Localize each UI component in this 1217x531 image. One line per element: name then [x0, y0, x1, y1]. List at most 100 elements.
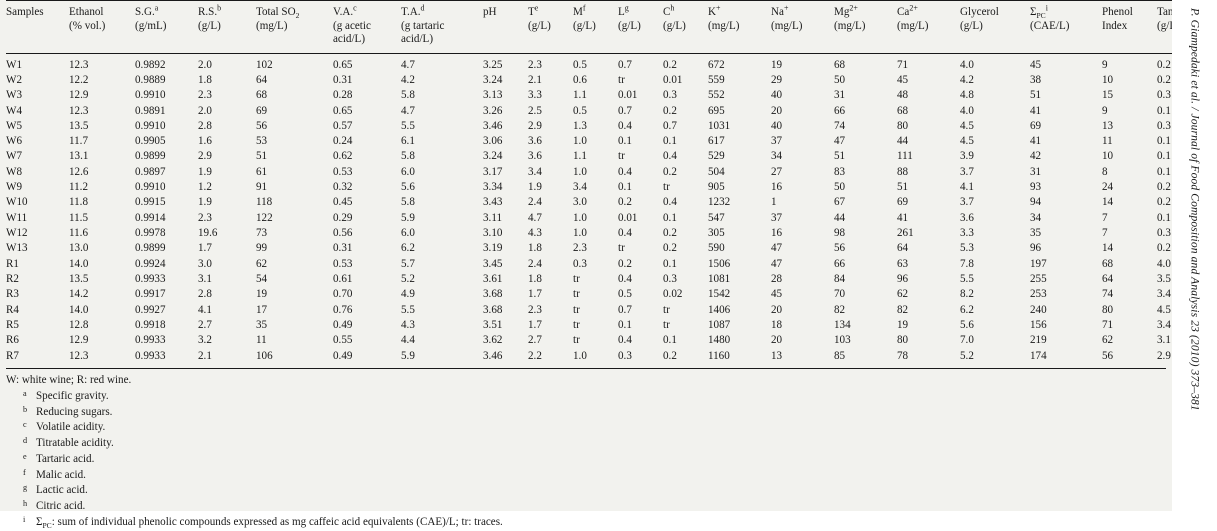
cell-so2: 99	[256, 242, 268, 255]
cell-l: 0.4	[618, 119, 632, 132]
cell-c: 0.2	[663, 227, 677, 240]
cell-sample-id: W9	[6, 181, 23, 194]
cell-so2: 91	[256, 181, 268, 194]
footnote-text: ΣPC: sum of individual phenolic compound…	[36, 515, 503, 531]
column-header-t: Te (g/L)	[528, 0, 573, 54]
column-header-footnote-marker: b	[217, 3, 222, 13]
cell-ethanol: 12.2	[69, 73, 89, 86]
cell-sg: 0.9927	[135, 303, 166, 316]
cell-ca: 78	[897, 349, 909, 362]
cell-ca: 80	[897, 334, 909, 347]
footnote-marker: a	[23, 388, 27, 398]
column-header-units: (g/L)	[573, 19, 596, 32]
cell-phenol: 10	[1102, 73, 1114, 86]
cell-ca: 111	[897, 150, 913, 163]
table-body: W1 12.3 0.9892 2.0 102 0.65 4.7 3.25 2.3 0.5 0.7 0.…	[6, 53, 1217, 368]
cell-phenol: 64	[1102, 272, 1114, 285]
cell-ethanol: 13.5	[69, 119, 89, 132]
cell-na: 40	[771, 119, 783, 132]
cell-sample-id: W10	[6, 196, 28, 209]
column-header-units: (mg/L)	[708, 19, 740, 32]
cell-c: 0.4	[663, 150, 677, 163]
column-header-mg: Mg2+ (mg/L)	[834, 0, 897, 54]
cell-ph: 3.51	[483, 318, 503, 331]
column-header-title: pH	[483, 6, 497, 18]
cell-ca: 64	[897, 242, 909, 255]
cell-c: 0.4	[663, 196, 677, 209]
cell-sg: 0.9899	[135, 150, 166, 163]
cell-glycerol: 3.9	[960, 150, 974, 163]
cell-k: 1232	[708, 196, 731, 209]
cell-so2: 56	[256, 119, 268, 132]
table-row: W7 13.1 0.9899 2.9 51 0.62 5.8 3.24 3.6 1.1 tr 0.4 5…	[6, 150, 1217, 165]
cell-rs: 1.7	[198, 242, 212, 255]
cell-ta: 5.8	[401, 150, 415, 163]
cell-ta: 5.6	[401, 181, 415, 194]
cell-rs: 2.8	[198, 288, 212, 301]
cell-glycerol: 4.0	[960, 104, 974, 117]
cell-ta: 5.2	[401, 272, 415, 285]
cell-ca: 69	[897, 196, 909, 209]
cell-l: 0.01	[618, 89, 638, 102]
cell-rs: 3.1	[198, 272, 212, 285]
column-header-footnote-marker: g	[624, 3, 629, 13]
cell-ph: 3.61	[483, 272, 503, 285]
cell-ca: 45	[897, 73, 909, 86]
footnote-item: h Citric acid.	[6, 499, 1166, 515]
cell-phenol: 14	[1102, 242, 1114, 255]
table-row: W9 11.2 0.9910 1.2 91 0.32 5.6 3.34 1.9 3.4 0.1 tr 9…	[6, 180, 1217, 195]
cell-rs: 2.8	[198, 119, 212, 132]
column-header-units-cont: acid/L)	[401, 33, 434, 46]
cell-sample-id: W5	[6, 119, 23, 132]
cell-glycerol: 5.3	[960, 242, 974, 255]
column-header-units: (mg/L)	[256, 19, 288, 32]
cell-l: 0.1	[618, 135, 632, 148]
cell-va: 0.65	[333, 104, 353, 117]
cell-mg: 44	[834, 211, 846, 224]
column-header-title: Phenol	[1102, 6, 1133, 18]
cell-na: 20	[771, 303, 783, 316]
cell-k: 1081	[708, 272, 731, 285]
cell-phenol: 14	[1102, 196, 1114, 209]
cell-t: 2.2	[528, 349, 542, 362]
cell-sg: 0.9914	[135, 211, 166, 224]
column-header-title: Ethanol	[69, 6, 104, 18]
cell-ph: 3.46	[483, 119, 503, 132]
cell-m: 1.0	[573, 349, 587, 362]
cell-va: 0.31	[333, 242, 353, 255]
cell-rs: 3.0	[198, 257, 212, 270]
cell-sample-id: R1	[6, 257, 19, 270]
column-header-c: Ch (g/L)	[663, 0, 708, 54]
cell-phenol: 7	[1102, 227, 1108, 240]
cell-rs: 1.9	[198, 165, 212, 178]
cell-glycerol: 8.2	[960, 288, 974, 301]
cell-mg: 68	[834, 58, 846, 71]
footnote-text: Malic acid.	[36, 468, 86, 481]
cell-so2: 61	[256, 165, 268, 178]
cell-t: 4.7	[528, 211, 542, 224]
cell-tannins: 0.2	[1157, 58, 1171, 71]
cell-pc: 42	[1030, 150, 1042, 163]
cell-t: 2.4	[528, 196, 542, 209]
cell-glycerol: 5.6	[960, 318, 974, 331]
cell-na: 28	[771, 272, 783, 285]
cell-ethanol: 11.7	[69, 135, 89, 148]
cell-sg: 0.9897	[135, 165, 166, 178]
cell-m: tr	[573, 303, 580, 316]
cell-m: 0.6	[573, 73, 587, 86]
cell-va: 0.49	[333, 318, 353, 331]
column-header-title: Na+	[771, 3, 789, 18]
cell-pc: 219	[1030, 334, 1047, 347]
cell-mg: 74	[834, 119, 846, 132]
cell-sg: 0.9915	[135, 196, 166, 209]
cell-ca: 82	[897, 303, 909, 316]
cell-c: 0.02	[663, 288, 683, 301]
cell-ta: 5.8	[401, 89, 415, 102]
cell-so2: 69	[256, 104, 268, 117]
cell-k: 504	[708, 165, 725, 178]
cell-ph: 3.45	[483, 257, 503, 270]
cell-sg: 0.9889	[135, 73, 166, 86]
column-header-title: ΣPC	[1030, 6, 1046, 21]
footnote-marker: c	[23, 420, 27, 430]
cell-t: 4.3	[528, 227, 542, 240]
